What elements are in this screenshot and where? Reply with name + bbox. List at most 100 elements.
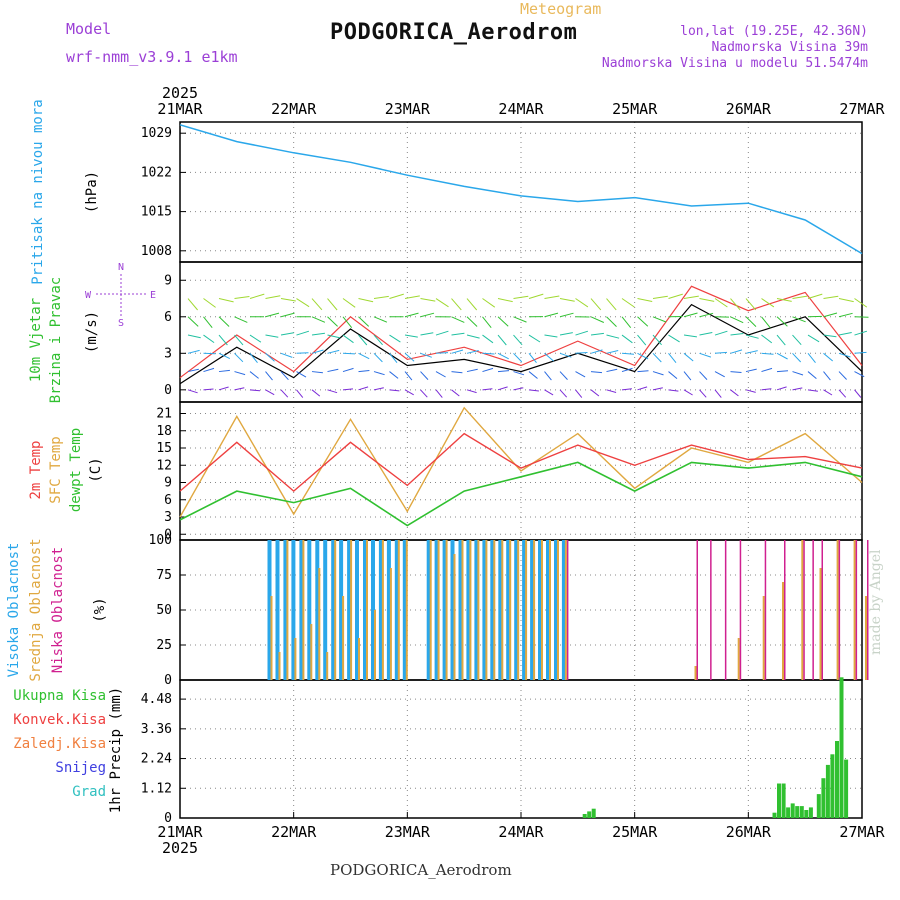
cloud-bar [566,540,569,680]
wind-barb [838,298,854,303]
wind-barb [218,298,234,303]
precip-bar [790,803,795,818]
cloud-bar [371,540,375,680]
cloud-axis-title-2: Srednja Oblacnost [28,538,44,681]
cloud-bar [485,540,488,680]
wind-barb [280,352,293,358]
wind-barb [234,371,246,376]
cloud-bar [275,540,280,680]
cloud-bar [514,540,519,680]
cloud-bar [554,540,558,680]
wind-barb [342,298,356,308]
wind-barb [714,371,725,378]
precip-bar [830,754,835,818]
wind-barb [466,389,477,394]
wind-barb [621,316,632,329]
wind-barb [435,330,449,336]
wind-barb [327,349,340,354]
wind-barb [590,298,602,311]
wind-barb [776,298,792,302]
wind-barb [342,367,354,373]
wind-barb [497,298,513,303]
x-tick-label-bottom: 23MAR [385,823,431,841]
wind-barb [513,334,523,346]
wind-barb [420,371,429,380]
cloud-bar [501,540,504,680]
precip-bar [804,810,809,818]
wind-barb [621,388,632,391]
wind-barb [838,332,852,336]
wind-barb [761,298,775,308]
wind-barb [466,334,480,339]
cloud-bar [522,540,527,680]
pressure-axis-unit: (hPa) [84,171,100,213]
wind-barb [358,386,369,391]
wind-barb [637,370,649,373]
cloud-bar [334,540,337,680]
cloud-bar [270,596,273,680]
wind-barb [854,371,865,378]
wind-barb [699,352,712,358]
wind-barb [668,334,680,343]
wind-barb [404,389,414,396]
cloud-bar [350,540,353,680]
wind-barb [389,334,401,343]
wind-barb [528,389,539,392]
wind-barb [420,298,436,302]
wind-barb [823,371,831,381]
year-label-bottom: 2025 [162,839,198,857]
wind-barb [559,312,574,318]
x-tick-label-top: 23MAR [385,100,431,118]
cloud-bar [307,540,312,680]
wind-barb [482,316,492,329]
wind-barb [373,295,389,300]
y-tick-label: 15 [156,441,172,456]
cloud-bar [696,540,698,680]
wind-barb [544,389,554,396]
wind-barb [590,371,603,374]
wind-barb [265,352,275,362]
wind-barb [218,386,229,391]
wind-barb [187,298,198,311]
precip-bar [808,807,813,818]
y-tick-label: 6 [164,493,172,508]
wind-barb [761,334,773,344]
wind-barb [373,334,383,346]
wind-barb [745,389,756,393]
precip-bar [582,814,587,818]
footer-station-label: PODGORICA_Aerodrom [330,861,512,879]
cloud-bar [694,666,697,680]
info-elevation: Nadmorska Visina 39m [711,40,868,55]
wind-barb [606,334,620,339]
wind-barb [342,334,354,344]
wind-barb [311,389,321,397]
wind-barb [730,316,744,324]
wind-barb [745,316,757,327]
wind-barb [544,295,560,300]
wind-barb [482,298,496,308]
x-tick-label-top: 25MAR [612,100,658,118]
x-tick-label-top: 27MAR [839,100,885,118]
wind-barb [714,298,728,308]
wind-barb [280,332,294,336]
cloud-bar [710,540,712,680]
wind-barb [234,316,248,323]
wind-barb [590,389,600,397]
wind-barb [838,312,853,318]
cloud-bar [366,540,368,680]
wind-barb [373,387,384,391]
wind-barb [296,371,307,378]
wind-barb [373,316,388,323]
pressure-axis-title: Pritisak na nivou mora [30,99,46,284]
precip-bar [587,811,592,818]
cloud-bar [764,540,767,680]
wind-barb [327,389,338,394]
wind-barb [466,368,478,373]
wind-barb [513,316,527,323]
x-tick-label-bottom: 22MAR [271,823,317,841]
wind-barb [792,352,802,363]
wind-barb [342,388,354,391]
wind-barb [683,312,698,318]
wind-barb [482,352,495,355]
y-tick-label: 1.12 [141,781,172,796]
